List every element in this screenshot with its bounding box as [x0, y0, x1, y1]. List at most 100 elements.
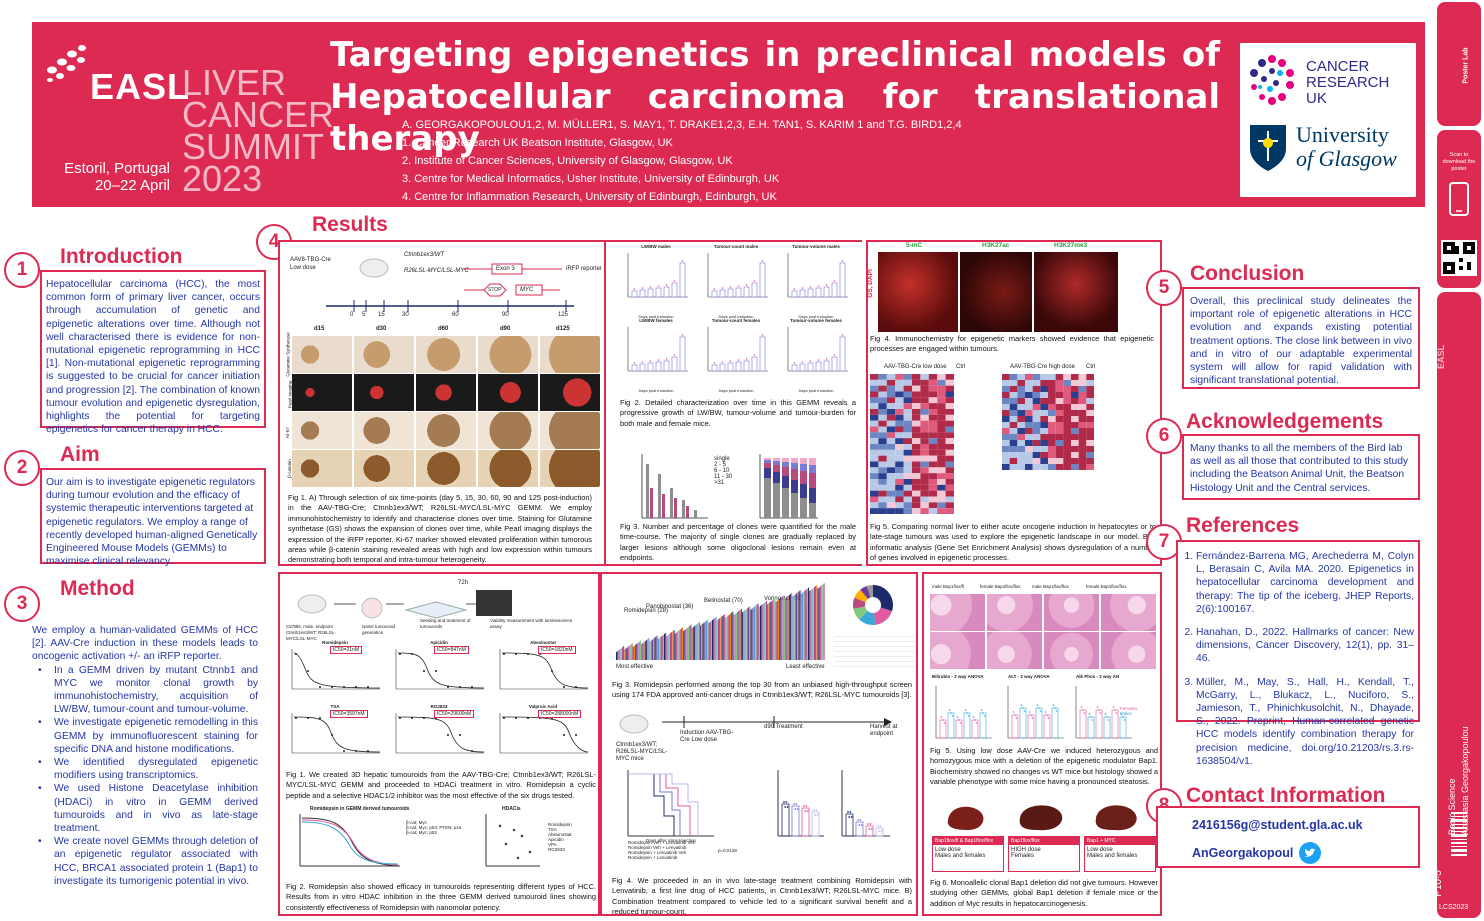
bap1-group-3-sex: Males and females	[1087, 853, 1138, 859]
session-badge: EASL Basic Science Anastasia Georgakopou…	[1433, 292, 1481, 918]
results-fig4-fig5: 5-mC H3K27ac H3K27me3 GS, DAPI Fig 4. Im…	[866, 240, 1160, 566]
ihc-image	[478, 450, 538, 487]
bap1-chart-titles: Bilirubin - 2 way ANOVA ALT - 2 way ANOV…	[930, 674, 1158, 682]
fig2-charts: LW/BW males Days post induction Tumour-cou…	[618, 244, 858, 394]
section-number-6: 6	[1146, 418, 1182, 454]
in-vivo-timeline	[619, 714, 892, 734]
fig3-stack-segment	[782, 467, 789, 476]
fig5-group-low: AAV-TBG-Cre low dose	[884, 364, 947, 370]
glasgow-wordmark: University of Glasgow	[1296, 123, 1397, 171]
screen-bars-plot	[616, 583, 825, 660]
dose-curve-panel: Apicidin IC50=847nM	[388, 640, 490, 702]
bap1-columns: male Bap1flox/fl female Bap1flox/flox ma…	[930, 584, 1158, 592]
legend-6-10: 6 - 10	[714, 468, 730, 474]
fig1-gene1: Ctnnb1ex3/WT	[404, 252, 445, 258]
contact-box: 2416156g@student.gla.ac.uk AnGeorgakopou…	[1156, 806, 1420, 868]
barcode-icon	[1451, 812, 1467, 856]
timeline-diagram	[326, 258, 574, 312]
hdaci-fig1-caption: Fig 1. We created 3D hepatic tumouroids …	[286, 770, 596, 800]
phone-icon	[1449, 182, 1469, 216]
glasgow-word-2: of Glasgow	[1296, 146, 1397, 171]
vivo-pvalue: p=0.0128	[718, 848, 737, 853]
fig3-stack-segment	[809, 465, 816, 473]
posterlab-badge: Poster Lab	[1437, 2, 1481, 126]
fig3-stack-segment	[791, 493, 798, 518]
conclusion-title: Conclusion	[1190, 262, 1305, 285]
fig3-stack-segment	[791, 469, 798, 480]
fig2-mini-xlabel: Days post induction	[798, 314, 834, 319]
qr-code[interactable]	[1441, 240, 1477, 276]
hdaci-fig2-caption: Fig 2. Romidepsin also showed efficacy i…	[286, 882, 596, 912]
references-title: References	[1186, 514, 1300, 537]
fig3-stack-segment	[764, 478, 771, 518]
twitter-icon[interactable]	[1299, 842, 1322, 864]
method-bullet-4: We used Histone Deacetylase inhibition (…	[32, 782, 258, 835]
most-effective-label: Most effective	[616, 664, 653, 670]
fig2-right-title: HDACis	[502, 806, 521, 812]
introduction-box: Hepatocellular carcinoma (HCC), the most…	[40, 270, 266, 435]
ihc-image	[292, 336, 352, 373]
fig3-charts	[641, 454, 818, 519]
conclusion-box: Overall, this preclinical study delineat…	[1182, 287, 1420, 389]
ihc-image	[292, 374, 352, 411]
fig4-stain-labels: 5-mC H3K27ac H3K27me3	[902, 242, 1152, 252]
fig3-stack-segment	[773, 461, 780, 465]
fig1-reporter: iRFP reporter	[566, 266, 602, 272]
acknowledgements-text: Many thanks to all the members of the Bi…	[1190, 443, 1409, 494]
ihc-image	[540, 450, 600, 487]
dose-curve-plot	[291, 713, 381, 754]
in-vivo-mouse: Ctnnb1ex3/WT; R26LSL-MYC/LSL-MYC mice	[616, 742, 668, 762]
dose-drug-name: Valproic Acid	[528, 704, 558, 709]
fig2-mini-chart: Tumour-volume males Days post induction	[778, 244, 854, 319]
fig1-caption: Fig 1. A) Through selection of six time-…	[288, 493, 592, 565]
ihc-columns: d15 d30 d60 d90 d125	[292, 326, 602, 336]
method-bullet-5: We create novel GEMMs through deletion o…	[32, 835, 258, 888]
fig2-mini-xlabel: Days post induction	[718, 314, 754, 319]
bap1-histology-image	[930, 632, 985, 669]
label-romidepsin: Romidepsin (28)	[624, 608, 669, 614]
dose-curve-panel: TSA IC50=3597nM	[284, 704, 386, 766]
fig3-stack-segment	[782, 462, 789, 467]
twitter-handle[interactable]: AnGeorgakopoul	[1192, 846, 1294, 860]
vivo-legend-1: Romidepsin Veh + Lenvatinib Veh	[628, 840, 696, 845]
results-hdaci-panel: C57Bl6, male, endpoint Ctnnb1ex3/WT; R26…	[278, 572, 600, 916]
cruk-word-3: UK	[1306, 90, 1327, 107]
fig3-stack-segment	[773, 483, 780, 518]
ihc-image	[354, 336, 414, 373]
fig2-mini-title: Tumour-count females	[711, 318, 761, 323]
timeline-treatment: d90 Treatment	[764, 724, 803, 730]
fig2-left-title: Romidepsin in GEMM derived tumouroids	[310, 806, 410, 812]
setup-diagram	[297, 590, 512, 619]
fig2-mini-xlabel: Days post induction	[718, 388, 754, 393]
acknowledgements-title: Acknowledgements	[1186, 410, 1384, 433]
ic50-badge: IC50=21nM	[330, 646, 362, 654]
drug-legend-6: RG2833	[548, 847, 565, 852]
ihc-image	[540, 412, 600, 449]
vivo-xlabel: Days after Virus Injection	[646, 838, 696, 843]
fig1-timepoints: 0 5 15 30 60 90 125	[350, 312, 610, 322]
fig4-caption: Fig 4. Immunochemistry for epigenetic ma…	[870, 334, 1154, 354]
ihc-image	[292, 450, 352, 487]
fig3-stack-segment	[809, 488, 816, 503]
fig3-caption: Fig 3. Number and percentage of clones w…	[620, 522, 856, 563]
stain-h3k27me3: H3K27me3	[1054, 242, 1088, 249]
label-belinostat: Belinostat (70)	[704, 598, 743, 604]
legend-31: >31	[714, 480, 725, 486]
ihc-image	[540, 336, 600, 373]
fig3-stack-segment	[809, 473, 816, 488]
contact-email[interactable]: 2416156g@student.gla.ac.uk	[1192, 818, 1363, 832]
bap1-group-2-sex: Females	[1011, 853, 1035, 859]
line-legend-2: β-cat; Myc; p53; PTEN; p16	[406, 825, 462, 830]
dose-curve-panel: RG2833 IC50=29600nM	[388, 704, 490, 766]
posterlab-mark: Poster Lab	[1462, 47, 1470, 84]
contact-twitter[interactable]: AnGeorgakopoul	[1192, 842, 1322, 864]
fig2-drug-legend: Romidepsin TSA Abexinostat Apicidin VPA …	[548, 822, 572, 852]
acknowledgements-box: Many thanks to all the members of the Bi…	[1182, 434, 1420, 500]
fig5-group-high: AAV-TBG-Cre high dose	[1010, 364, 1075, 370]
fig1-model: AAV8-TBG-Cre Low dose	[290, 256, 331, 272]
download-badge[interactable]: Scan to download the poster	[1437, 130, 1481, 288]
bap1-group-2-title: Bap1flox/flox	[1009, 837, 1079, 845]
bap1-fig5-caption: Fig 5. Using low dose AAV-Cre we induced…	[930, 746, 1158, 787]
results-fig1-panel: AAV8-TBG-Cre Low dose Ctnnb1ex3/WT R26LS…	[278, 240, 606, 566]
ihc-grid: d15 d30 d60 d90 d125 Glutamine Synthetas…	[284, 326, 602, 490]
